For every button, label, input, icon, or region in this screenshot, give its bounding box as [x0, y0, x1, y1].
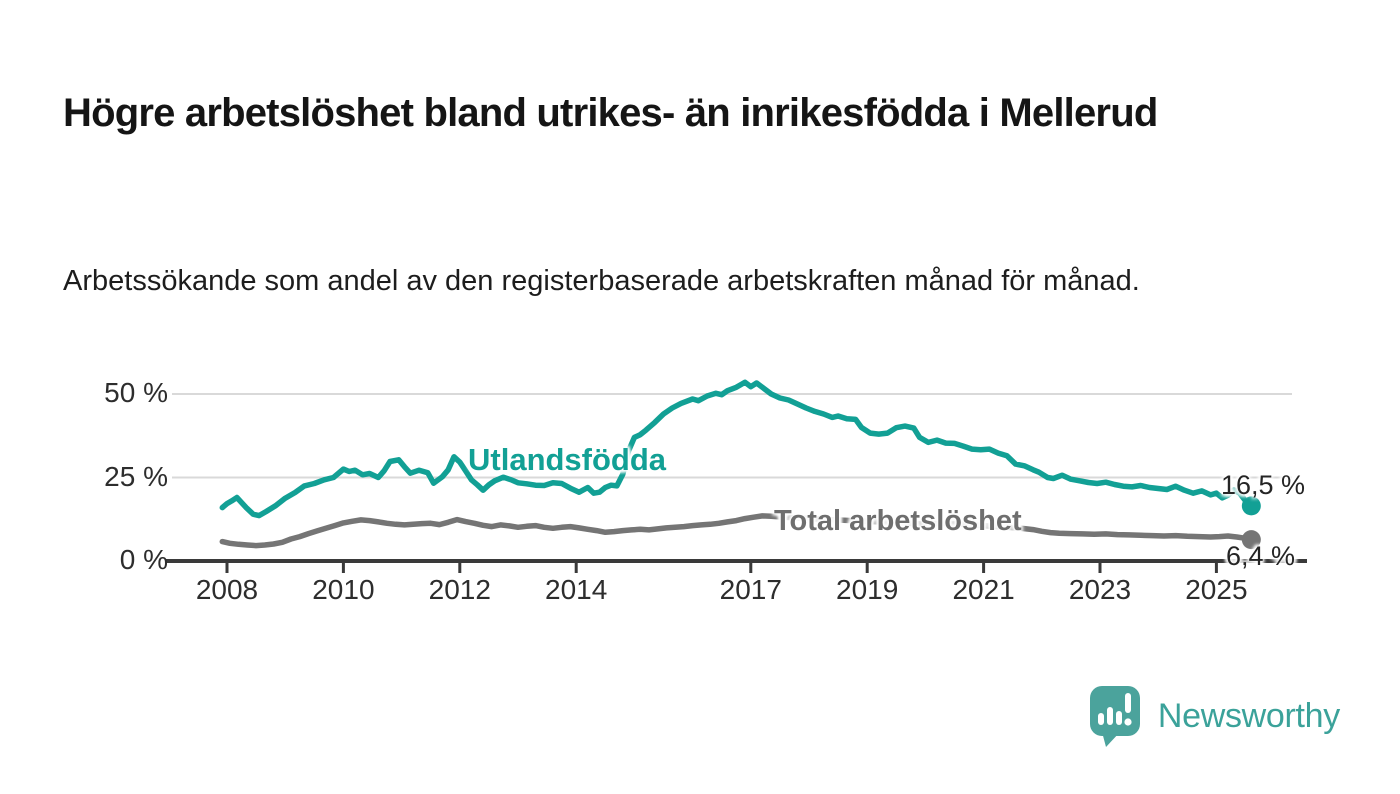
- y-tick-label-0: 0 %: [119, 544, 168, 575]
- x-tick-label-2023: 2023: [1068, 574, 1132, 605]
- x-tick-label-2019: 2019: [836, 574, 899, 605]
- x-tick-label-2021: 2021: [952, 574, 1015, 605]
- series-label-utlandsfodda: Utlandsfödda: [468, 442, 667, 477]
- end-value-label-utlandsfodda: 16,5 %: [1221, 470, 1306, 500]
- x-tick-label-2010: 2010: [312, 574, 375, 605]
- page-title: Högre arbetslöshet bland utrikes- än inr…: [63, 90, 1158, 135]
- newsworthy-logo-icon: [1089, 686, 1140, 747]
- series-label-total-arbetsloshet: Total arbetslöshet: [774, 505, 1022, 537]
- x-tick-label-2017: 2017: [719, 574, 782, 605]
- y-tick-label-50: 50 %: [104, 377, 168, 408]
- newsworthy-wordmark: Newsworthy: [1157, 696, 1340, 735]
- newsworthy-brand: Newsworthy: [1086, 684, 1340, 748]
- x-tick-label-2012: 2012: [428, 574, 491, 605]
- page-subtitle: Arbetssökande som andel av den registerb…: [63, 265, 1140, 297]
- y-tick-label-25: 25 %: [104, 460, 168, 492]
- end-value-label-total: 6,4 %: [1226, 541, 1296, 571]
- x-tick-label-2014: 2014: [545, 574, 608, 605]
- x-tick-label-2008: 2008: [195, 574, 259, 605]
- x-tick-label-2025: 2025: [1185, 574, 1248, 605]
